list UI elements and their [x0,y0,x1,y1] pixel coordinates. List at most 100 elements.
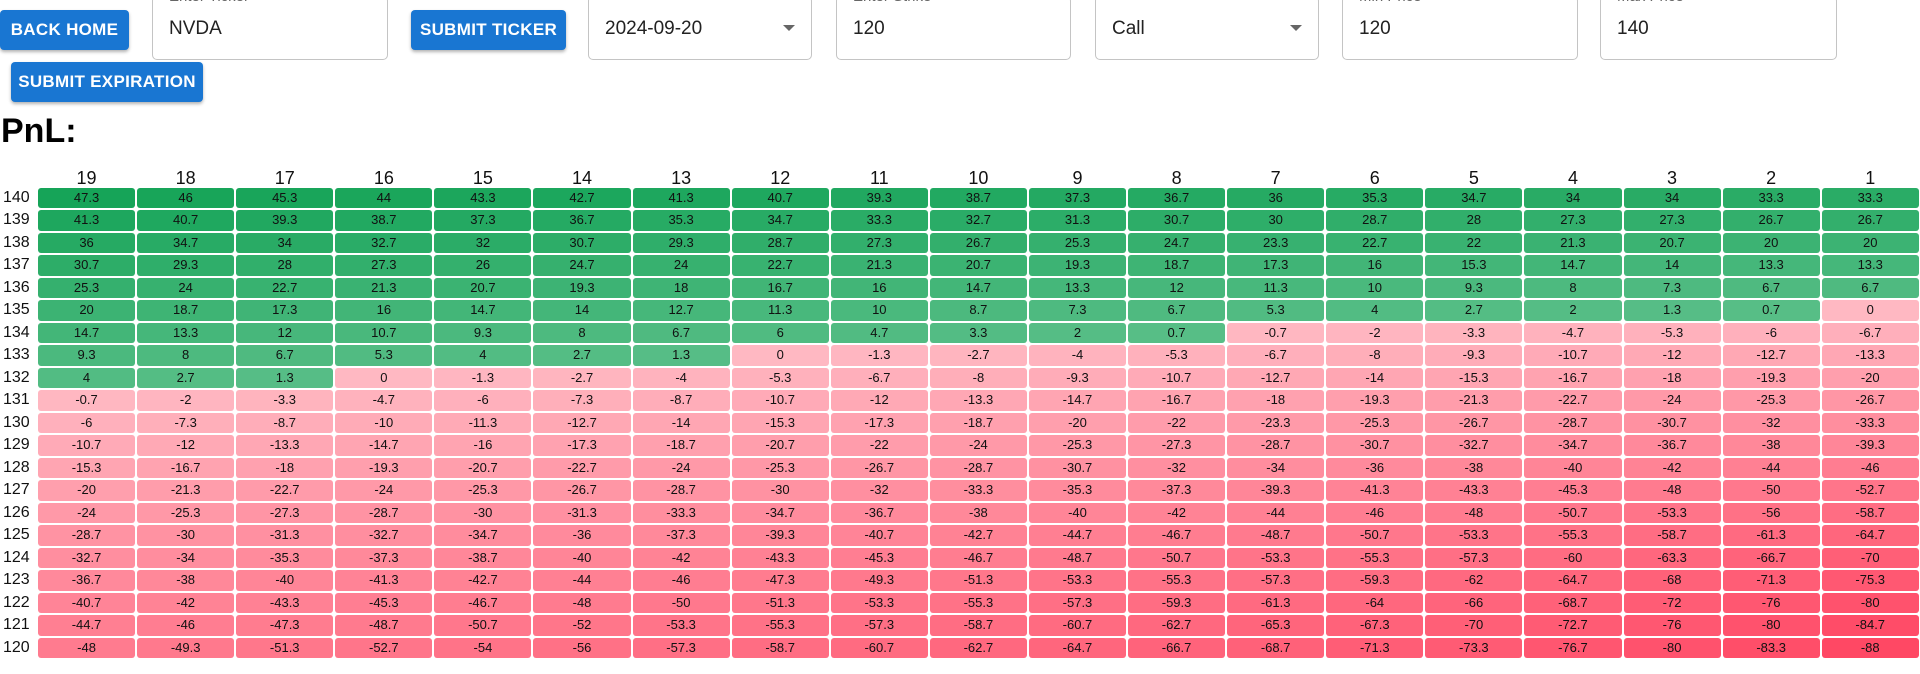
column-header: 8 [1171,168,1182,188]
pnl-cell: -16 [434,435,532,456]
pnl-cell: -56 [1722,502,1820,523]
pnl-cell: 27.3 [830,232,928,253]
strike-input[interactable]: Enter Strike 120 [836,0,1071,60]
submit-expiration-button[interactable]: SUBMIT EXPIRATION [11,62,203,102]
pnl-cell: 24.7 [1128,232,1226,253]
pnl-cell: -6.7 [830,367,928,388]
pnl-cell: -44 [1227,502,1325,523]
pnl-cell: 28 [236,255,334,276]
pnl-cell: -49.3 [137,637,235,658]
pnl-cell: -30 [731,480,829,501]
pnl-cell: -70 [1425,615,1523,636]
ticker-input[interactable]: Enter Ticker NVDA [152,0,388,60]
pnl-cell: -36 [533,525,631,546]
pnl-cell: -6.7 [1227,345,1325,366]
pnl-cell: -37.3 [1128,480,1226,501]
pnl-cell: -38 [1425,457,1523,478]
pnl-cell: -19.3 [1326,390,1424,411]
pnl-cell: 13.3 [1028,277,1127,298]
row-label: 128 [3,458,30,476]
pnl-cell: 34.7 [731,210,829,231]
option-type-select[interactable]: Call [1095,0,1319,60]
pnl-cell: 2 [1028,322,1127,343]
pnl-cell: -34.7 [434,525,532,546]
submit-ticker-button[interactable]: SUBMIT TICKER [411,10,566,50]
pnl-cell: -2 [1326,322,1424,343]
pnl-cell: -12 [830,390,928,411]
input-value: 140 [1617,18,1649,39]
pnl-cell: -64.7 [1821,525,1919,546]
pnl-cell: -64.7 [1028,637,1127,658]
pnl-cell: 6.7 [236,345,334,366]
pnl-cell: -18.7 [929,412,1027,433]
pnl-cell: 2.7 [137,367,235,388]
pnl-cell: 16 [1326,255,1424,276]
pnl-cell: -52.7 [1821,480,1919,501]
pnl-cell: 6 [731,322,829,343]
pnl-cell: 14 [1623,255,1721,276]
pnl-cell: 20.7 [929,255,1027,276]
pnl-cell: 20.7 [434,277,532,298]
pnl-cell: -37.3 [335,547,433,568]
pnl-cell: 27.3 [1623,210,1721,231]
pnl-cell: -1.3 [434,367,532,388]
pnl-cell: 37.3 [434,210,532,231]
pnl-cell: 36 [38,232,136,253]
pnl-cell: 5.3 [335,345,433,366]
pnl-cell: 19.3 [1028,255,1127,276]
pnl-cell: -61.3 [1722,525,1820,546]
pnl-cell: -42 [1128,502,1226,523]
column-header: 9 [1072,168,1083,188]
pnl-cell: 38.7 [929,187,1027,208]
pnl-cell: -10 [335,412,433,433]
corner [0,164,37,187]
pnl-cell: -62.7 [1128,615,1226,636]
pnl-cell: -5.3 [1128,345,1226,366]
pnl-cell: 43.3 [434,187,532,208]
pnl-cell: -40 [1524,457,1622,478]
pnl-cell: 10.7 [335,322,433,343]
pnl-cell: -50.7 [1128,547,1226,568]
pnl-cell: -13.3 [929,390,1027,411]
pnl-cell: 32.7 [929,210,1027,231]
pnl-cell: -28.7 [1524,412,1622,433]
back-home-button[interactable]: BACK HOME [0,10,129,50]
pnl-cell: 44 [335,187,433,208]
pnl-cell: -58.7 [731,637,829,658]
pnl-cell: 10 [830,300,928,321]
pnl-cell: -18 [1623,367,1721,388]
dropdown-arrow [1290,25,1302,31]
expiration-select[interactable]: 2024-09-20 [588,0,812,60]
pnl-cell: -10.7 [38,435,136,456]
pnl-cell: 4.7 [830,322,928,343]
pnl-cell: -33.3 [1821,412,1919,433]
pnl-cell: 19.3 [533,277,631,298]
pnl-cell: -59.3 [1128,592,1226,613]
pnl-cell: -45.3 [830,547,928,568]
pnl-cell: -36.7 [38,570,136,591]
pnl-cell: -40 [533,547,631,568]
pnl-cell: -24 [38,502,136,523]
pnl-cell: -38 [929,502,1027,523]
pnl-cell: -40 [236,570,334,591]
dropdown-arrow [783,25,795,31]
row-label: 126 [3,503,30,521]
row-label: 140 [3,188,30,206]
column-header: 15 [472,168,493,188]
pnl-cell: 25.3 [1028,232,1127,253]
pnl-cell: 6.7 [1128,300,1226,321]
pnl-cell: 29.3 [137,255,235,276]
pnl-cell: 26 [434,255,532,276]
pnl-cell: -12.7 [1722,345,1820,366]
pnl-cell: 6.7 [632,322,730,343]
pnl-cell: -34 [1227,457,1325,478]
pnl-cell: -20 [1028,412,1127,433]
pnl-cell: -37.3 [632,525,730,546]
max-price-input[interactable]: Max Price 140 [1600,0,1837,60]
pnl-cell: 16.7 [731,277,829,298]
pnl-cell: -50.7 [1524,502,1622,523]
pnl-cell: -80 [1821,592,1919,613]
pnl-cell: -2.7 [929,345,1027,366]
pnl-cell: 16 [830,277,928,298]
min-price-input[interactable]: Min Price 120 [1342,0,1578,60]
